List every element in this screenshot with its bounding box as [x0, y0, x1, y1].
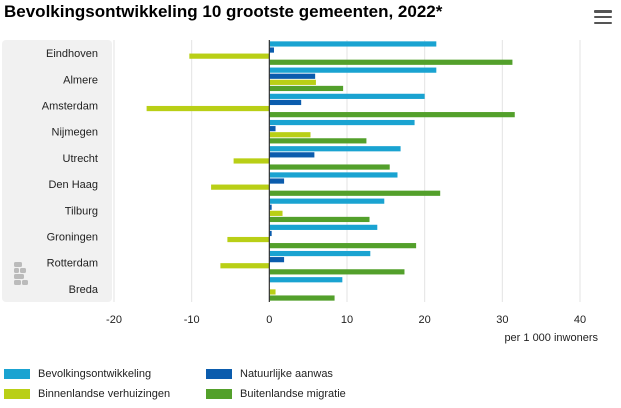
- bar-binnenlandse-verhuizingen: [227, 236, 270, 243]
- bar-natuurlijke-aanwas: [269, 178, 285, 184]
- bar-bevolkingsontwikkeling: [269, 119, 415, 126]
- bar-natuurlijke-aanwas: [269, 99, 302, 106]
- bar-buitenlandse-migratie: [269, 269, 405, 275]
- cbs-logo-block: [20, 268, 26, 273]
- cbs-logo-block: [14, 280, 21, 285]
- bar-binnenlandse-verhuizingen: [269, 210, 283, 216]
- cbs-logo-block: [14, 262, 22, 267]
- legend-swatch: [4, 369, 30, 379]
- category-label: Utrecht: [63, 153, 98, 165]
- chart-title: Bevolkingsontwikkeling 10 grootste gemee…: [4, 2, 443, 21]
- legend-item-binnenlandse-verhuizingen[interactable]: Binnenlandse verhuizingen: [4, 388, 170, 400]
- category-label: Nijmegen: [52, 127, 98, 139]
- bar-binnenlandse-verhuizingen: [189, 53, 270, 59]
- legend-item-natuurlijke-aanwas[interactable]: Natuurlijke aanwas: [206, 368, 333, 380]
- x-axis-title: per 1 000 inwoners: [504, 332, 598, 344]
- x-tick-label: -20: [106, 314, 122, 326]
- category-label: Amsterdam: [42, 101, 98, 113]
- cbs-logo-block: [14, 268, 19, 273]
- category-label: Almere: [63, 74, 98, 86]
- category-label: Rotterdam: [47, 258, 98, 270]
- category-label: Tilburg: [65, 205, 98, 217]
- bar-binnenlandse-verhuizingen: [211, 184, 270, 190]
- bar-natuurlijke-aanwas: [269, 204, 272, 210]
- category-label: Groningen: [47, 232, 98, 244]
- bar-binnenlandse-verhuizingen: [146, 105, 270, 112]
- hamburger-menu-icon[interactable]: [594, 10, 612, 24]
- x-tick-label: -10: [184, 314, 200, 326]
- menu-bar-line: [594, 15, 612, 19]
- bar-bevolkingsontwikkeling: [269, 250, 371, 257]
- bar-natuurlijke-aanwas: [269, 47, 274, 53]
- bar-binnenlandse-verhuizingen: [269, 79, 316, 85]
- x-tick-label: 0: [266, 314, 272, 326]
- category-label-band: [2, 40, 112, 302]
- legend-label: Buitenlandse migratie: [240, 388, 346, 400]
- category-label: Den Haag: [48, 179, 98, 191]
- bar-buitenlandse-migratie: [269, 138, 367, 144]
- legend-item-buitenlandse-migratie[interactable]: Buitenlandse migratie: [206, 388, 346, 400]
- cbs-logo-block: [22, 280, 28, 285]
- bar-buitenlandse-migratie: [269, 85, 344, 92]
- category-label: Breda: [69, 284, 99, 296]
- bar-binnenlandse-verhuizingen: [269, 289, 276, 295]
- bar-binnenlandse-verhuizingen: [233, 158, 270, 164]
- category-label: Eindhoven: [46, 48, 98, 60]
- x-tick-label: 20: [419, 314, 431, 326]
- bar-bevolkingsontwikkeling: [269, 277, 343, 283]
- legend-swatch: [4, 389, 30, 399]
- bar-natuurlijke-aanwas: [269, 126, 276, 132]
- bar-natuurlijke-aanwas: [269, 152, 315, 158]
- bar-bevolkingsontwikkeling: [269, 224, 378, 230]
- legend-item-bevolkingsontwikkeling[interactable]: Bevolkingsontwikkeling: [4, 368, 151, 380]
- bar-natuurlijke-aanwas: [269, 230, 272, 237]
- bar-bevolkingsontwikkeling: [269, 172, 398, 178]
- x-tick-label: 30: [496, 314, 508, 326]
- legend-label: Bevolkingsontwikkeling: [38, 368, 152, 380]
- bar-binnenlandse-verhuizingen: [269, 132, 311, 138]
- legend-label: Natuurlijke aanwas: [240, 368, 333, 380]
- bar-bevolkingsontwikkeling: [269, 67, 437, 73]
- bar-natuurlijke-aanwas: [269, 257, 285, 263]
- bar-buitenlandse-migratie: [269, 216, 370, 223]
- menu-bar-line: [594, 10, 612, 13]
- bar-bevolkingsontwikkeling: [269, 198, 385, 204]
- bar-binnenlandse-verhuizingen: [220, 263, 270, 269]
- bar-buitenlandse-migratie: [269, 59, 513, 65]
- x-tick-label: 40: [574, 314, 586, 326]
- bar-buitenlandse-migratie: [269, 164, 390, 170]
- legend-label: Binnenlandse verhuizingen: [38, 388, 171, 400]
- cbs-logo-icon: [14, 262, 28, 285]
- bar-natuurlijke-aanwas: [269, 73, 316, 79]
- legend-swatch: [206, 389, 232, 399]
- x-tick-label: 10: [341, 314, 353, 326]
- bar-buitenlandse-migratie: [269, 112, 515, 118]
- bar-bevolkingsontwikkeling: [269, 146, 401, 152]
- bar-bevolkingsontwikkeling: [269, 41, 437, 47]
- menu-bar-line: [594, 21, 612, 24]
- bar-buitenlandse-migratie: [269, 190, 441, 196]
- cbs-logo-block: [14, 274, 24, 279]
- bar-bevolkingsontwikkeling: [269, 93, 425, 99]
- legend-swatch: [206, 369, 232, 379]
- bar-buitenlandse-migratie: [269, 243, 417, 249]
- bar-buitenlandse-migratie: [269, 295, 335, 301]
